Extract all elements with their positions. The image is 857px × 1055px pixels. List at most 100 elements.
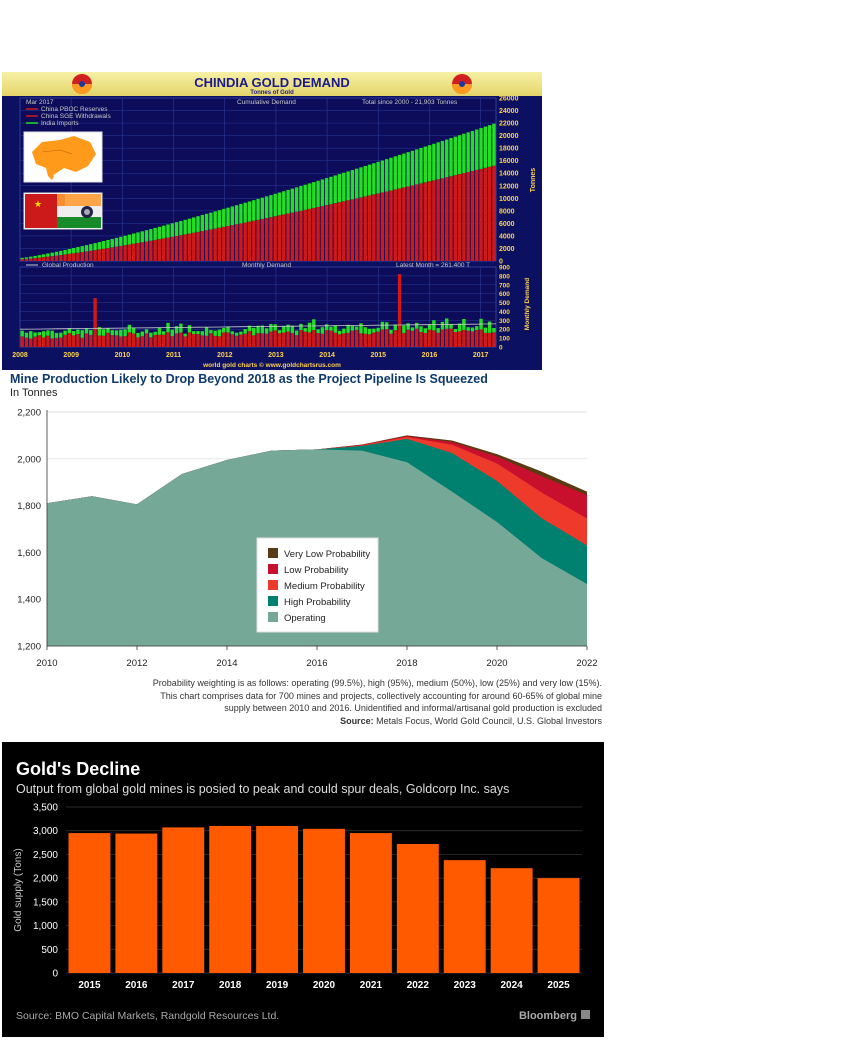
upper-bar-india [192,217,196,233]
upper-bar-india [37,255,42,258]
x-tick-label: 2009 [63,352,79,359]
upper-bar-india [483,126,488,168]
upper-bar-india [183,219,187,235]
upper-bar-china [80,252,84,261]
bar-2020 [303,828,345,973]
lower-bar-india [432,320,436,331]
upper-bar-china [290,212,295,261]
upper-bar-china [470,170,475,261]
gd-xticks: 2015 2016 2017 2018 2019 2020 2021 2022 2023 2024… [78,980,570,991]
upper-bar-india [423,146,427,183]
upper-y-tick: 4000 [499,233,515,240]
lower-bar-china [162,334,166,347]
upper-bar-india [204,213,209,231]
upper-y-tick: 24000 [499,108,519,115]
lower-bar-china [33,336,37,347]
upper-bar-china [277,215,282,261]
lower-y-tick: 500 [499,300,510,307]
lower-bar-china [372,332,376,347]
lower-bar-india [200,331,204,336]
lower-bar-china [363,333,367,347]
upper-y-tick: 18000 [499,146,519,153]
lower-bar-china [393,330,397,347]
upper-bar-china [466,172,470,261]
legend-label: High Probability [284,597,351,608]
upper-bar-india [363,165,367,197]
upper-bar-india [243,202,247,223]
lower-bar-india [63,330,67,335]
lower-bar-china [260,333,265,347]
upper-y-tick: 2000 [499,246,515,253]
upper-bar-china [187,233,192,261]
upper-bar-china [89,250,93,261]
upper-bar-china [123,245,127,261]
upper-bar-india [247,201,252,222]
lower-bar-china [269,331,273,347]
lower-bar-india [333,325,337,333]
upper-bar-china [273,216,277,261]
lower-bar-india [483,327,488,333]
bar-2022 [396,843,439,973]
upper-bar-china [179,235,183,261]
upper-bar-china [29,258,33,261]
upper-bar-china [213,228,217,261]
legend-swatch [268,564,278,574]
upper-bar-india [187,218,192,234]
upper-bar-india [93,243,97,251]
lower-bar-china [29,338,33,347]
y-tick-label: 2,000 [17,454,41,465]
y-tick-label: 3,500 [33,803,58,814]
legend-label: Medium Probability [284,581,365,592]
bar-2015 [68,833,111,973]
lower-bar-china [71,335,76,347]
lower-bar-china [54,337,59,347]
bar-2023 [443,860,486,973]
lower-bar-china [367,334,372,347]
lower-bar-china [282,332,286,347]
lower-bar-india [466,327,470,331]
chindia-lower-legend: Global Production [42,262,94,269]
chindia-title: CHINDIA GOLD DEMAND [194,75,350,90]
upper-y-tick: 12000 [499,183,519,190]
lower-bar-china [106,332,110,347]
upper-bar-china [320,206,325,261]
lower-bar-india [217,329,222,337]
upper-bar-india [33,255,37,259]
lower-bar-india [153,331,157,335]
bar-2025 [537,878,580,973]
lower-bar-china [487,332,492,347]
upper-bar-china [76,252,80,261]
lower-bar-india [385,322,389,330]
lower-bar-china [179,332,183,347]
upper-bar-china [269,217,273,261]
lower-bar-india [80,330,84,338]
x-tick-label: 2015 [78,980,101,991]
lower-bar-china [67,333,72,347]
chindia-legend-3: India Imports [41,120,79,127]
upper-bar-india [101,241,106,249]
upper-bar-india [432,143,436,181]
lower-bar-china [346,332,350,347]
upper-y-tick: 26000 [499,96,519,103]
upper-bar-india [470,130,475,171]
upper-bar-india [114,237,119,247]
lower-bar-india [470,327,475,332]
upper-bar-china [475,169,479,261]
upper-y-tick: 10000 [499,196,519,203]
upper-bar-india [252,200,256,221]
upper-bar-china [114,246,119,261]
lower-bar-china [402,333,406,347]
upper-bar-china [71,253,76,261]
china-india-flags-image: ★ [23,192,103,230]
upper-bar-india [354,168,359,199]
lower-bar-india [269,323,273,332]
lower-bar-china [213,335,217,347]
lower-bar-india [423,328,427,334]
x-tick-label: 2016 [125,980,148,991]
upper-bar-china [385,191,389,261]
lower-bar-china [376,331,380,347]
lower-bar-china [359,333,363,347]
upper-bar-china [226,225,230,261]
lower-bar-india [222,327,226,333]
upper-bar-china [492,165,496,261]
